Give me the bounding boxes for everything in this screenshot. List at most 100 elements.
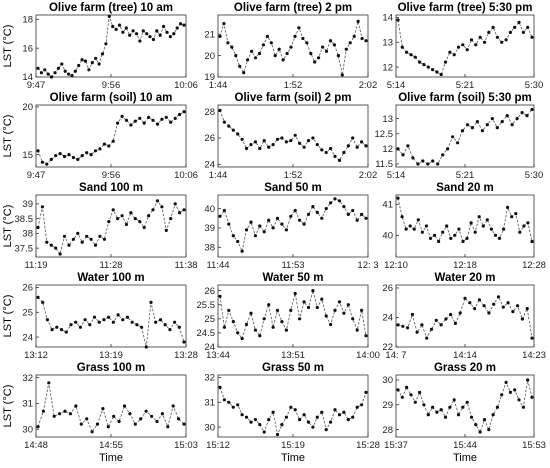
data-point [469,221,473,225]
data-point [58,152,62,156]
data-point [333,154,337,158]
data-point [474,423,478,427]
data-point [344,47,348,51]
x-tick-label: 13:44 [206,350,230,361]
data-point [45,318,50,322]
data-point [306,212,311,216]
y-tick-label: 25 [22,307,33,318]
data-point [505,114,509,118]
data-point [77,63,81,68]
data-point [240,249,244,253]
data-point [289,405,293,409]
data-point [441,230,445,234]
data-point [489,227,493,231]
data-point [250,49,254,53]
panel-title: Grass 100 m [77,362,145,374]
data-point [87,68,91,72]
data-point [162,24,166,29]
data-point [475,120,479,124]
data-point [164,115,168,119]
data-point [90,430,94,434]
data-point [443,60,448,64]
data-point [97,320,101,324]
data-point [504,380,508,384]
data-point [166,425,170,429]
data-point [333,308,337,312]
data-point [520,317,525,321]
data-point [298,141,302,145]
data-point [315,415,319,419]
panel-1: Olive farm (tree) 2 pm 19 20 21 1:44 1:52 2:02 [204,2,377,91]
data-point [336,54,340,58]
data-point [150,414,154,418]
data-point [480,129,484,133]
data-point [468,301,472,305]
data-point [333,197,337,201]
data-point [173,320,177,324]
data-point [271,325,275,329]
data-point [333,408,337,412]
data-point [429,327,434,331]
data-point [530,107,534,112]
data-point [98,147,102,151]
data-point [415,330,419,334]
data-point [147,115,151,119]
data-point [337,199,342,203]
x-tick-label: 5:14 [387,170,406,181]
data-point [83,59,88,63]
y-axis-label: LST (°C) [2,385,14,428]
y-tick-label: 15 [22,150,33,161]
data-point [461,43,465,47]
data-point [97,62,101,66]
data-point [401,153,405,157]
data-point [421,159,425,163]
data-point [346,418,350,422]
series-line [37,297,185,348]
data-point [139,417,143,421]
data-point [140,325,144,329]
data-point [435,70,439,74]
x-tick-label: 11:28 [99,260,122,271]
data-point [360,36,364,41]
data-point [284,228,288,232]
data-point [49,157,53,161]
data-point [120,114,124,118]
data-point [342,410,346,414]
data-point [262,139,266,143]
data-point [124,26,128,30]
data-point [441,153,445,157]
y-tick-label: 25 [204,314,215,325]
y-tick-label: 28 [382,425,393,436]
data-point [236,239,240,244]
data-point [320,410,324,414]
y-tick-label: 40 [382,231,393,242]
data-point [495,35,499,39]
data-point [227,400,231,404]
data-point [439,323,443,327]
data-point [491,413,495,417]
data-point [410,312,414,317]
data-point [73,69,77,73]
data-point [129,211,133,215]
data-point [158,318,163,322]
data-point [144,345,148,349]
data-point [491,25,495,29]
x-tick-label: 14:48 [24,440,48,451]
data-point [305,41,309,45]
data-point [50,75,54,79]
data-point [501,305,505,309]
x-tick-label: 12:10 [384,260,408,271]
data-point [355,328,359,332]
y-tick-label: 16 [22,43,33,54]
panel-title: Olive farm (tree) 2 pm [234,2,352,14]
data-point [311,205,315,209]
data-point [56,66,61,70]
data-point [47,381,51,385]
x-tick-label: 1:52 [284,80,303,91]
data-point [285,51,289,56]
x-tick-label: 12:18 [453,260,477,271]
panel-title: Water 50 m [263,272,324,284]
data-point [351,317,355,321]
data-point [155,122,160,126]
data-point [273,54,277,58]
